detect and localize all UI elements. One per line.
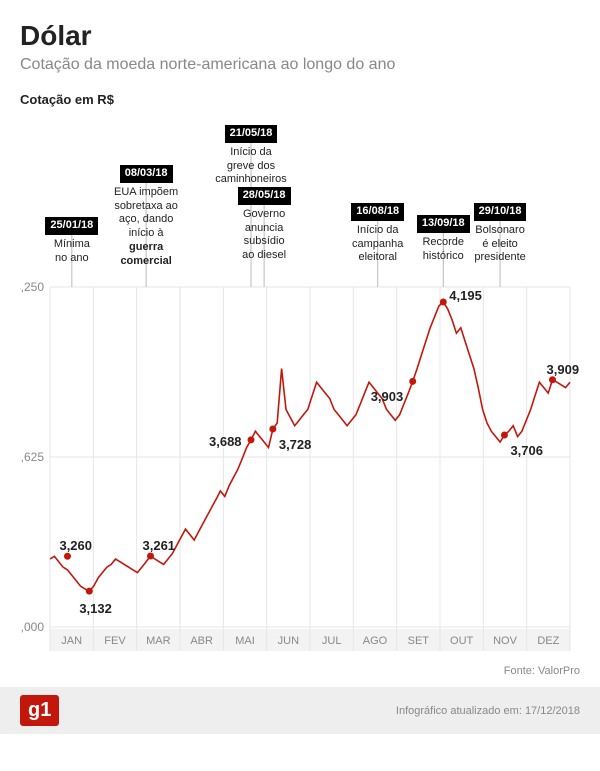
annotation: 08/03/18 EUA impõemsobretaxa aoaço, dando… [111,165,181,268]
annotation-date: 13/09/18 [417,215,470,233]
annotation-date: 16/08/18 [351,203,404,221]
annotation-date: 21/05/18 [225,125,278,143]
annotation-date: 29/10/18 [474,203,527,221]
svg-text:JUN: JUN [278,635,299,647]
annotation-date: 28/05/18 [238,187,291,205]
svg-text:4,250: 4,250 [20,280,44,294]
chart-plot-area: 3,000 3,625 4,250 JAN FEV MAR ABR MAI JUN JUL AGO S… [20,117,580,657]
svg-text:NOV: NOV [493,635,518,647]
svg-text:ABR: ABR [190,635,213,647]
annotation-text: Mínimano ano [45,238,99,266]
footer: g1 Infográfico atualizado em: 17/12/2018 [0,687,600,734]
source-label: Fonte: [504,665,535,677]
value-label: 3,261 [143,538,176,553]
y-axis-label: Cotação em R$ [20,92,580,107]
value-label: 4,195 [449,288,482,303]
svg-text:OUT: OUT [450,635,474,647]
value-label: 3,132 [79,601,112,616]
annotation-date: 25/01/18 [45,217,98,235]
annotation-text: Bolsonaroé eleitopresidente [470,224,530,265]
chart-subtitle: Cotação da moeda norte-americana ao long… [20,56,580,74]
value-label: 3,706 [510,443,543,458]
svg-text:MAR: MAR [146,635,171,647]
annotation-text: Início dagreve doscaminhoneiros [212,146,290,187]
annotation: 16/08/18 Início dacampanhaeleitoral [347,203,409,265]
svg-text:JUL: JUL [322,635,342,647]
updated-line: Infográfico atualizado em: 17/12/2018 [396,705,580,717]
svg-text:FEV: FEV [104,635,126,647]
value-label: 3,903 [371,389,404,404]
source-line: Fonte: ValorPro [20,665,580,677]
annotation-text: Início dacampanhaeleitoral [347,224,409,265]
updated-value: 17/12/2018 [525,705,580,717]
annotation-date: 08/03/18 [120,165,173,183]
logo: g1 [20,695,59,726]
svg-text:MAI: MAI [235,635,255,647]
annotation-text: EUA impõemsobretaxa aoaço, dandoinício à… [111,186,181,269]
svg-text:AGO: AGO [363,635,388,647]
annotation-text: Recordehistórico [416,236,470,264]
value-label: 3,909 [547,362,580,377]
chart-container: Dólar Cotação da moeda norte-americana a… [0,0,600,687]
annotation: 25/01/18 Mínimano ano [45,217,99,265]
svg-text:3,000: 3,000 [20,620,44,634]
svg-text:3,625: 3,625 [20,450,44,464]
source-value: ValorPro [538,665,580,677]
value-label: 3,728 [279,437,312,452]
annotation: 21/05/18 Início dagreve doscaminhoneiros [212,125,290,187]
annotation: 28/05/18 Governoanunciasubsídioao diesel [236,187,292,263]
annotation-text: Governoanunciasubsídioao diesel [236,208,292,263]
chart-title: Dólar [20,20,580,52]
chart-svg: 3,000 3,625 4,250 JAN FEV MAR ABR MAI JUN JUL AGO S… [20,117,580,657]
annotation: 29/10/18 Bolsonaroé eleitopresidente [470,203,530,265]
value-label: 3,688 [209,434,242,449]
value-label: 3,260 [59,538,92,553]
svg-text:SET: SET [408,635,430,647]
updated-label: Infográfico atualizado em: [396,705,522,717]
svg-text:DEZ: DEZ [537,635,559,647]
svg-text:JAN: JAN [61,635,82,647]
annotation: 13/09/18 Recordehistórico [416,215,470,263]
